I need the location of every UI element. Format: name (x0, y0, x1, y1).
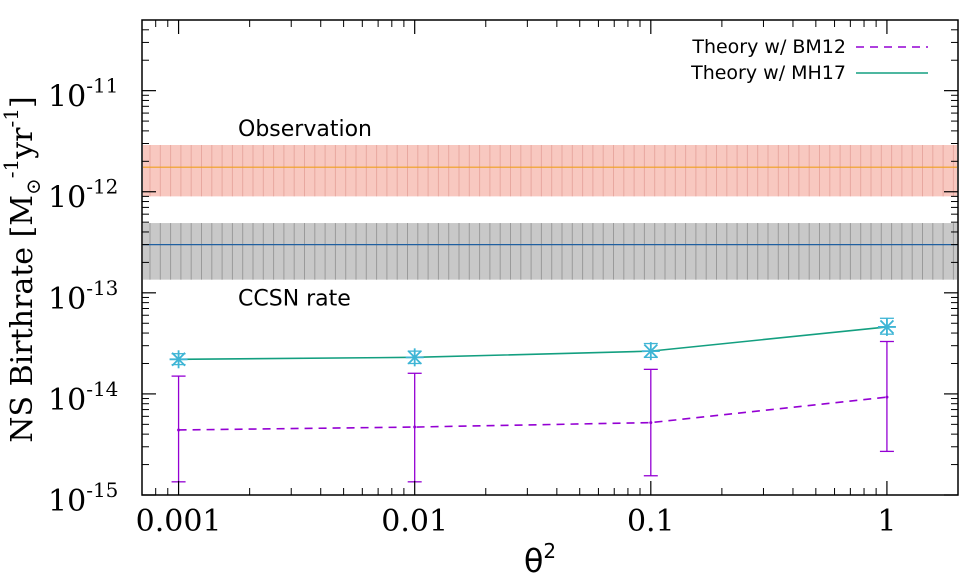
band-hatch-ccsn-rate (149, 223, 954, 280)
x-axis-label: θ2 (524, 539, 556, 579)
data-point-theory-w-bm12 (413, 425, 417, 429)
annotation-observation: Observation (238, 117, 372, 142)
y-tick-base: 10 (48, 484, 86, 519)
y-tick-exponent: -13 (86, 276, 118, 300)
data-point-theory-w-bm12 (885, 395, 889, 399)
band-ccsn-rate (143, 223, 957, 280)
band-observation (143, 145, 957, 197)
marker-stroke (171, 352, 186, 367)
series-line-theory-w-bm12 (178, 396, 888, 431)
marker-stroke (879, 319, 895, 335)
y-tick-base: 10 (48, 181, 86, 216)
y-tick-base: 10 (48, 282, 86, 317)
y-tick-label: 10-13 (48, 276, 118, 317)
x-tick-label: 0.001 (136, 504, 222, 539)
data-point-theory-w-bm12 (649, 421, 653, 425)
y-tick-base: 10 (48, 383, 86, 418)
legend-label-theory-w-bm12: Theory w/ BM12 (691, 36, 846, 58)
x-tick-label: 0.1 (627, 504, 675, 539)
bands-layer (143, 145, 957, 280)
y-tick-label: 10-12 (48, 175, 118, 216)
data-point-theory-w-mh17 (877, 317, 896, 336)
annotations-layer: Observation CCSN rate (238, 117, 372, 312)
y-tick-exponent: -11 (86, 74, 118, 98)
series-layer (169, 317, 896, 483)
y-axis-label: NS Birthrate [M⊙-1yr-1] (0, 96, 45, 442)
x-tick-label: 0.01 (381, 504, 448, 539)
data-point-theory-w-mh17 (405, 348, 424, 367)
data-point-theory-w-bm12 (177, 428, 181, 432)
marker-stroke (407, 350, 422, 365)
legend-label-theory-w-mh17: Theory w/ MH17 (690, 62, 846, 84)
marker-stroke (643, 344, 658, 359)
y-tick-exponent: -12 (86, 175, 118, 199)
x-tick-label: 1 (877, 504, 896, 539)
annotation-ccsn-rate: CCSN rate (238, 287, 351, 312)
band-hatch-observation (149, 145, 954, 197)
y-tick-exponent: -14 (86, 377, 118, 401)
y-tick-exponent: -15 (86, 478, 118, 502)
y-tick-label: 10-15 (48, 478, 118, 519)
y-tick-label: 10-11 (48, 74, 118, 115)
data-point-theory-w-mh17 (641, 342, 660, 361)
legend: Theory w/ BM12 Theory w/ MH17 (690, 36, 928, 84)
y-tick-base: 10 (48, 80, 86, 115)
plot-frame (141, 19, 959, 496)
y-tick-label: 10-14 (48, 377, 118, 418)
series-line-theory-w-mh17 (178, 326, 888, 361)
data-point-theory-w-mh17 (169, 350, 188, 369)
